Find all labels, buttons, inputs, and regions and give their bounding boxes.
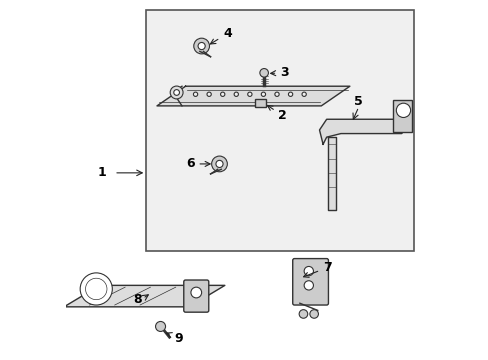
Circle shape (85, 278, 107, 300)
Text: 9: 9 (166, 332, 183, 345)
Bar (255, 99, 265, 108)
Text: 7: 7 (303, 261, 331, 277)
Circle shape (198, 42, 205, 50)
Circle shape (234, 92, 238, 96)
Text: 2: 2 (267, 105, 286, 122)
Circle shape (211, 156, 227, 172)
Circle shape (155, 321, 165, 332)
Polygon shape (64, 285, 224, 307)
Circle shape (173, 90, 179, 95)
Text: 5: 5 (354, 95, 363, 108)
Text: 8: 8 (133, 293, 142, 306)
Circle shape (190, 287, 201, 298)
Circle shape (170, 86, 183, 99)
Circle shape (395, 103, 410, 117)
Circle shape (193, 92, 197, 96)
Circle shape (216, 160, 223, 167)
Circle shape (302, 92, 305, 96)
Circle shape (304, 281, 313, 290)
Polygon shape (157, 86, 349, 106)
Circle shape (299, 310, 307, 318)
Text: 3: 3 (270, 66, 288, 79)
Text: 6: 6 (185, 157, 210, 170)
Circle shape (304, 266, 313, 276)
Circle shape (261, 92, 265, 96)
Bar (146, 10, 413, 251)
Circle shape (288, 92, 292, 96)
FancyBboxPatch shape (183, 280, 208, 312)
FancyBboxPatch shape (292, 258, 328, 305)
Circle shape (309, 310, 318, 318)
Circle shape (259, 68, 268, 77)
Circle shape (80, 273, 112, 305)
Bar (392, 100, 411, 132)
Text: 4: 4 (210, 27, 231, 44)
Polygon shape (328, 137, 335, 210)
Text: 1: 1 (97, 166, 106, 179)
Circle shape (274, 92, 279, 96)
Circle shape (220, 92, 224, 96)
Circle shape (193, 38, 209, 54)
Polygon shape (319, 119, 408, 144)
Circle shape (247, 92, 251, 96)
Circle shape (206, 92, 211, 96)
